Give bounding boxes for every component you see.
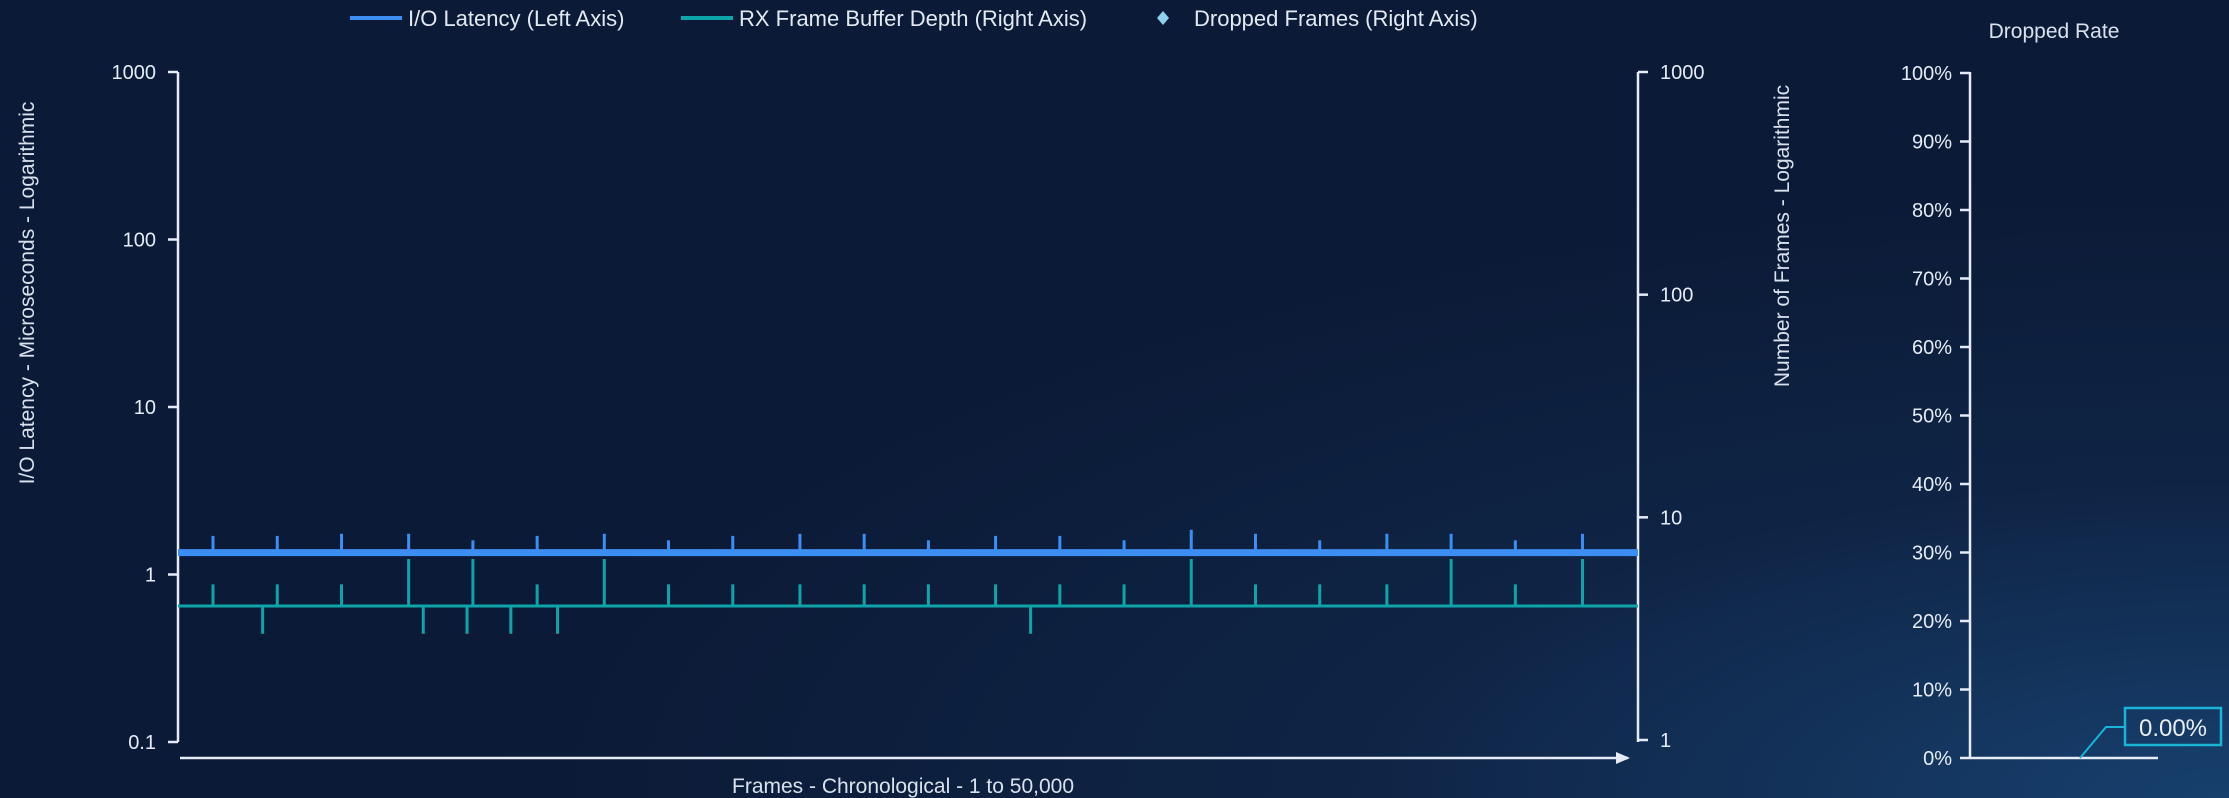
legend-item-dropped-frames[interactable]: Dropped Frames (Right Axis): [1157, 6, 1478, 31]
rate-tick-label: 20%: [1912, 611, 1952, 633]
dropped-rate-value-label: 0.00%: [2139, 715, 2207, 742]
y-left-tick-label: 100: [123, 230, 156, 252]
y-right-tick-label: 1000: [1660, 62, 1705, 84]
y-axis-right-ticks: 1 10 100 1000: [1638, 62, 1705, 752]
rate-tick-label: 70%: [1912, 269, 1952, 291]
y-axis-left-ticks: 0.1 1 10 100 1000: [112, 62, 178, 754]
rate-tick-label: 100%: [1901, 63, 1952, 85]
y-left-tick-label: 1000: [112, 62, 157, 84]
y-left-tick-label: 10: [134, 397, 156, 419]
legend-label-dropped-frames: Dropped Frames (Right Axis): [1194, 6, 1478, 31]
x-axis-label: Frames - Chronological - 1 to 50,000: [732, 775, 1074, 798]
legend-swatch-dropped-frames: [1157, 11, 1169, 25]
y-right-tick-label: 10: [1660, 507, 1682, 529]
rate-tick-label: 50%: [1912, 406, 1952, 428]
legend-item-rx-buffer[interactable]: RX Frame Buffer Depth (Right Axis): [681, 6, 1087, 31]
legend-item-io-latency[interactable]: I/O Latency (Left Axis): [350, 6, 624, 31]
callout-box: [2123, 706, 2223, 747]
rate-tick-label: 0%: [1923, 748, 1952, 770]
y-left-tick-label: 1: [145, 565, 156, 587]
y-right-tick-label: 1: [1660, 730, 1671, 752]
dropped-rate-chart: Dropped Rate 0% 10% 20% 30% 40% 50% 60% 70% 80% 9…: [1901, 20, 2223, 770]
y-left-tick-label: 0.1: [128, 732, 156, 754]
rate-tick-label: 30%: [1912, 543, 1952, 565]
rate-tick-label: 40%: [1912, 474, 1952, 496]
series-rx-buffer: [178, 558, 1638, 634]
rate-tick-label: 90%: [1912, 132, 1952, 154]
legend: I/O Latency (Left Axis) RX Frame Buffer …: [350, 6, 1478, 31]
rate-tick-label: 80%: [1912, 200, 1952, 222]
dropped-rate-callout: 0.00%: [2079, 706, 2223, 759]
y-right-tick-label: 100: [1660, 285, 1693, 307]
callout-leader-line: [2079, 726, 2124, 759]
legend-label-rx-buffer: RX Frame Buffer Depth (Right Axis): [739, 6, 1087, 31]
rate-tick-label: 10%: [1912, 680, 1952, 702]
main-axes: [176, 72, 1640, 764]
legend-label-io-latency: I/O Latency (Left Axis): [408, 6, 624, 31]
dropped-rate-y-ticks: 0% 10% 20% 30% 40% 50% 60% 70% 80% 90% 100%: [1901, 63, 1970, 770]
rate-tick-label: 60%: [1912, 337, 1952, 359]
y-axis-left-label: I/O Latency - Microseconds - Logarithmic: [16, 102, 39, 485]
dropped-rate-title: Dropped Rate: [1989, 20, 2120, 43]
y-axis-right-label: Number of Frames - Logarithmic: [1771, 85, 1794, 387]
series-io-latency: [178, 529, 1638, 557]
